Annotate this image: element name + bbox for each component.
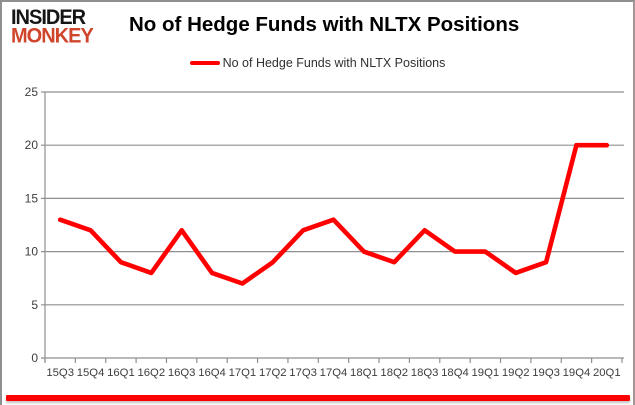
chart-title: No of Hedge Funds with NLTX Positions [129, 13, 520, 36]
x-tick-label: 19Q4 [563, 367, 591, 379]
logo-line-monkey: MONKEY [11, 24, 94, 48]
y-tick-label: 10 [25, 245, 39, 259]
y-tick-label: 15 [25, 191, 39, 205]
bottom-accent-bar [6, 395, 630, 401]
x-tick-label: 15Q3 [46, 367, 74, 379]
x-tick-label: 19Q3 [532, 367, 560, 379]
x-tick-label: 16Q2 [137, 367, 165, 379]
x-tick-label: 16Q4 [198, 367, 226, 379]
x-tick-label: 17Q4 [320, 367, 348, 379]
series-line-nltx [57, 142, 610, 286]
x-tick-label: 17Q1 [229, 367, 257, 379]
x-axis-ticks [44, 358, 623, 363]
x-tick-label: 15Q4 [77, 367, 105, 379]
chart-legend: No of Hedge Funds with NLTX Positions [2, 56, 633, 70]
x-tick-label: 18Q2 [380, 367, 408, 379]
legend-label: No of Hedge Funds with NLTX Positions [222, 56, 446, 70]
x-tick-label: 17Q3 [289, 367, 317, 379]
logo-line-insider: INSIDER [11, 5, 86, 30]
x-tick-label: 18Q1 [350, 367, 378, 379]
x-tick-label: 16Q3 [168, 367, 196, 379]
y-tick-label: 0 [31, 351, 38, 365]
x-tick-label: 19Q1 [472, 367, 500, 379]
x-tick-label: 17Q2 [259, 367, 287, 379]
insider-monkey-logo: INSIDER MONKEY [11, 5, 94, 48]
x-tick-label: 19Q2 [502, 367, 530, 379]
y-tick-label: 20 [25, 138, 39, 152]
x-tick-label: 18Q3 [411, 367, 439, 379]
y-axis-labels: 0 5 10 15 20 25 [25, 85, 39, 365]
x-tick-label: 20Q1 [593, 367, 621, 379]
x-axis-labels: 15Q3 15Q4 16Q1 16Q2 16Q3 16Q4 17Q1 17Q2 17Q3 17Q4… [46, 367, 620, 379]
y-tick-label: 5 [31, 298, 38, 312]
legend-line-swatch [189, 60, 220, 66]
x-tick-label: 18Q4 [441, 367, 469, 379]
y-tick-label: 25 [25, 85, 39, 99]
y-gridlines [41, 91, 624, 359]
x-tick-label: 16Q1 [107, 367, 135, 379]
